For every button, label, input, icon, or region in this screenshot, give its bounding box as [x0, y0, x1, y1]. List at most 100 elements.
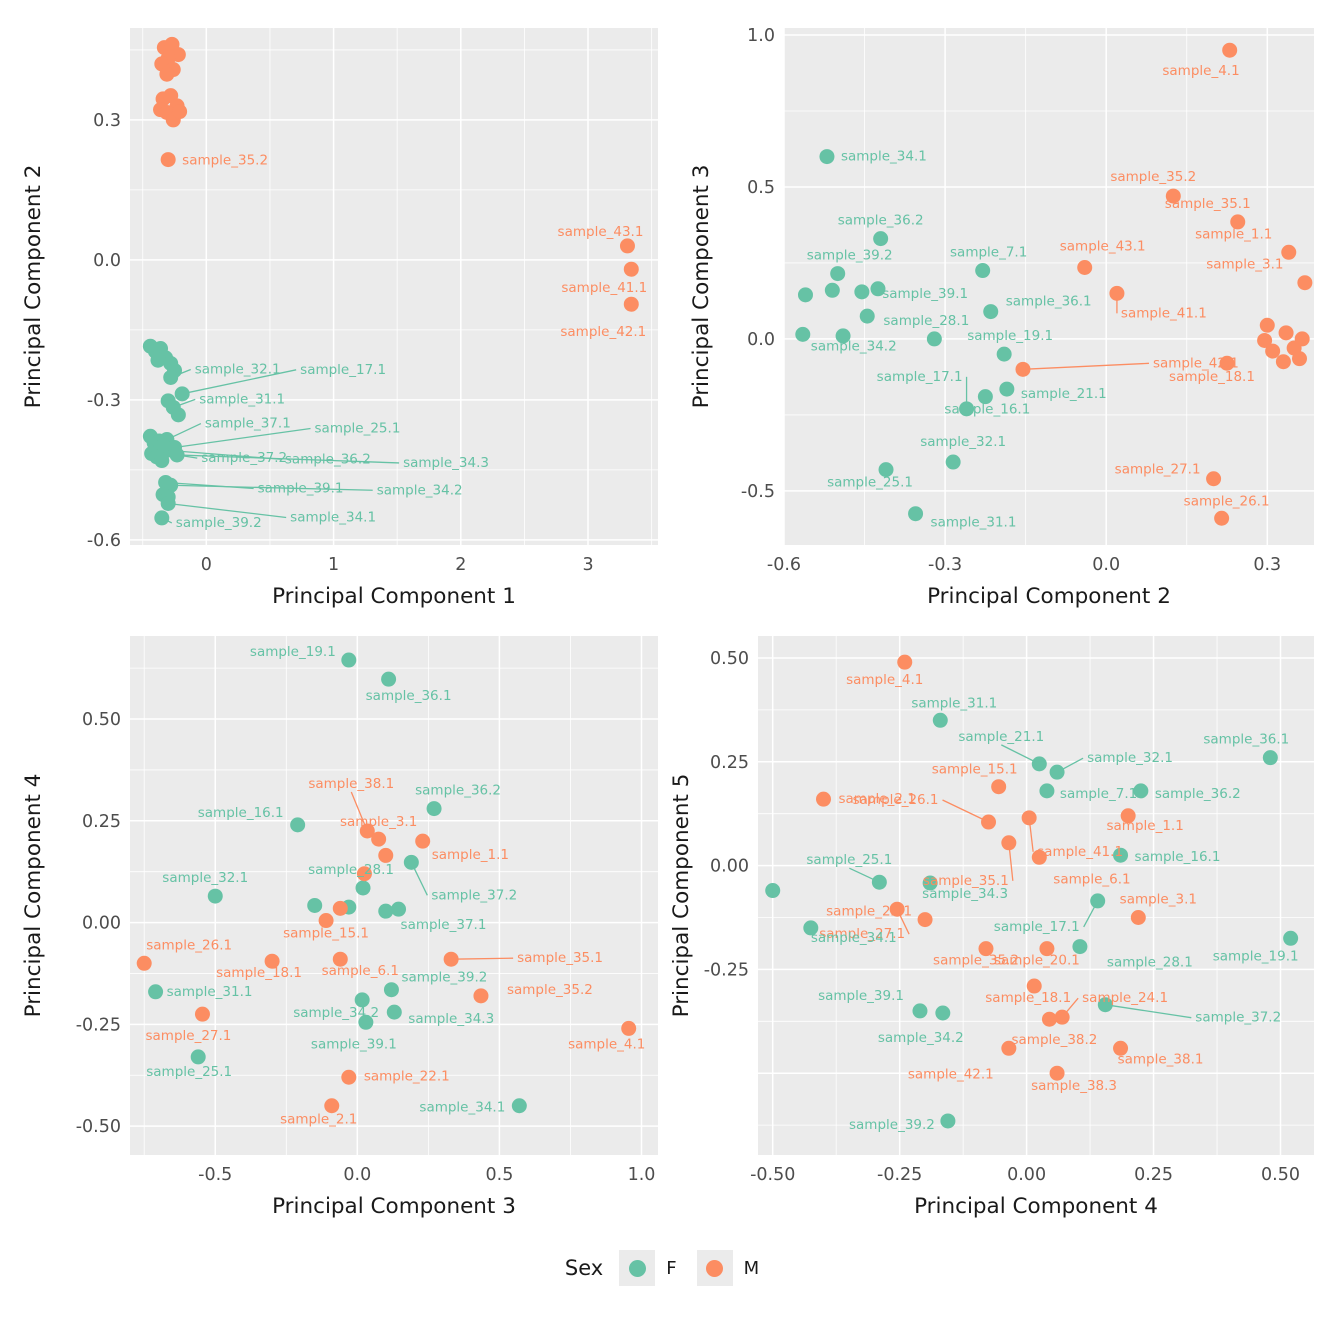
data-point: [356, 866, 372, 882]
data-point: [623, 261, 639, 277]
point-label: sample_38.2: [1012, 1032, 1098, 1048]
data-point: [1041, 1011, 1057, 1027]
point-label: sample_39.1: [882, 286, 968, 302]
point-label: sample_7.1: [1060, 786, 1137, 802]
data-point: [358, 1014, 374, 1030]
x-tick-label: -0.50: [750, 1165, 795, 1185]
x-tick-label: 0: [201, 555, 212, 575]
point-label: sample_16.1: [1135, 849, 1221, 865]
y-axis-title: Principal Component 3: [689, 165, 714, 409]
x-tick-label: -0.3: [928, 555, 962, 575]
label-leader-line: [451, 957, 514, 960]
data-point: [859, 308, 875, 324]
data-point: [381, 671, 397, 687]
point-label: sample_1.1: [1107, 818, 1184, 834]
point-label: sample_26.1: [146, 937, 232, 953]
y-tick-label: 0.50: [710, 649, 749, 669]
data-point: [136, 955, 152, 971]
data-point: [1001, 1040, 1017, 1056]
data-point: [1262, 750, 1278, 766]
label-leader-line: [1105, 1004, 1192, 1019]
data-point: [1026, 978, 1042, 994]
data-point: [1265, 343, 1281, 359]
data-point: [623, 296, 639, 312]
y-tick-label: -0.25: [76, 1015, 121, 1035]
point-label: sample_19.1: [967, 328, 1053, 344]
chart-grid: 0 1 2 3 0.3 0.0 -0.3 -0.6 Principal Component 1 P…: [21, 26, 1314, 1219]
point-label: sample_32.1: [920, 434, 1006, 450]
point-label: sample_18.1: [1169, 369, 1255, 385]
data-point: [1278, 325, 1294, 341]
point-label: sample_39.1: [258, 480, 344, 496]
point-label: sample_35.2: [507, 982, 593, 998]
point-label: sample_31.1: [911, 695, 997, 711]
y-axis-title: Principal Component 2: [21, 165, 46, 409]
data-point: [803, 920, 819, 936]
point-label: sample_1.1: [1195, 226, 1272, 242]
plot-area: [758, 636, 1314, 1155]
point-label: sample_28.1: [883, 313, 969, 329]
x-tick-label: 0.25: [1134, 1165, 1173, 1185]
data-point: [1054, 1009, 1070, 1025]
label-leader-line: [168, 502, 287, 519]
data-point: [1113, 847, 1129, 863]
data-point: [1097, 997, 1113, 1013]
point-label: sample_36.1: [1006, 294, 1092, 310]
data-point: [403, 854, 419, 870]
data-point: [922, 875, 938, 891]
data-point: [878, 462, 894, 478]
point-label: sample_39.2: [401, 970, 487, 986]
point-label: sample_34.1: [290, 509, 376, 525]
point-label: sample_41.1: [561, 280, 647, 296]
data-point: [170, 407, 186, 423]
y-tick-label: 0.0: [747, 330, 775, 350]
point-label: sample_26.1: [853, 792, 939, 808]
data-point: [1039, 783, 1055, 799]
point-label: sample_36.2: [1155, 786, 1241, 802]
point-label: sample_27.1: [146, 1028, 232, 1044]
point-label: sample_25.1: [827, 475, 913, 491]
data-point: [341, 1069, 357, 1085]
point-label: sample_36.2: [415, 783, 501, 799]
data-point: [359, 823, 375, 839]
data-point: [163, 369, 179, 385]
legend-label-m: M: [743, 1257, 760, 1279]
point-label: sample_35.1: [517, 950, 603, 966]
x-axis-title: Principal Component 2: [927, 584, 1171, 609]
data-point: [912, 1003, 928, 1019]
legend-title: Sex: [564, 1256, 604, 1280]
x-axis-title: Principal Component 1: [272, 584, 516, 609]
panel-pc2-vs-pc3: -0.6 -0.3 0.0 0.3 1.0 0.5 0.0 -0.5 Principal Com…: [689, 26, 1314, 609]
panel-pc1-vs-pc2: 0 1 2 3 0.3 0.0 -0.3 -0.6 Principal Component 1 P…: [21, 28, 658, 609]
point-label: sample_3.1: [340, 814, 417, 830]
data-point: [991, 779, 1007, 795]
data-point: [172, 104, 188, 120]
data-point: [1275, 354, 1291, 370]
data-point: [1165, 188, 1181, 204]
legend-key-m: [696, 1250, 733, 1286]
data-point: [1133, 783, 1149, 799]
data-point: [824, 282, 840, 298]
point-label: sample_38.3: [1031, 1078, 1117, 1094]
x-tick-label: 3: [582, 555, 593, 575]
female-dot-icon: [628, 1259, 646, 1277]
x-tick-label: 1.0: [628, 1165, 656, 1185]
y-tick-label: 0.00: [710, 857, 749, 877]
point-label: sample_20.1: [994, 953, 1080, 969]
x-tick-label: 0.50: [1261, 1165, 1300, 1185]
data-point: [978, 941, 994, 957]
point-label: sample_38.1: [308, 776, 394, 792]
data-point: [154, 453, 170, 469]
pca-pairs-figure: 0 1 2 3 0.3 0.0 -0.3 -0.6 Principal Component 1 P…: [21, 26, 1314, 1286]
data-point: [190, 1049, 206, 1065]
data-point: [1283, 930, 1299, 946]
point-label: sample_41.1: [1037, 844, 1123, 860]
point-label: sample_32.1: [162, 870, 248, 886]
y-axis-title: Principal Component 4: [21, 774, 46, 1018]
data-point: [148, 984, 164, 1000]
data-point: [378, 847, 394, 863]
panel-pc4-vs-pc5: -0.50 -0.25 0.00 0.25 0.50 0.50 0.25 0.00 -0.25 P…: [672, 636, 1314, 1219]
point-label: sample_26.1: [1184, 493, 1270, 509]
data-point: [155, 438, 171, 454]
point-label: sample_34.3: [408, 1011, 494, 1027]
